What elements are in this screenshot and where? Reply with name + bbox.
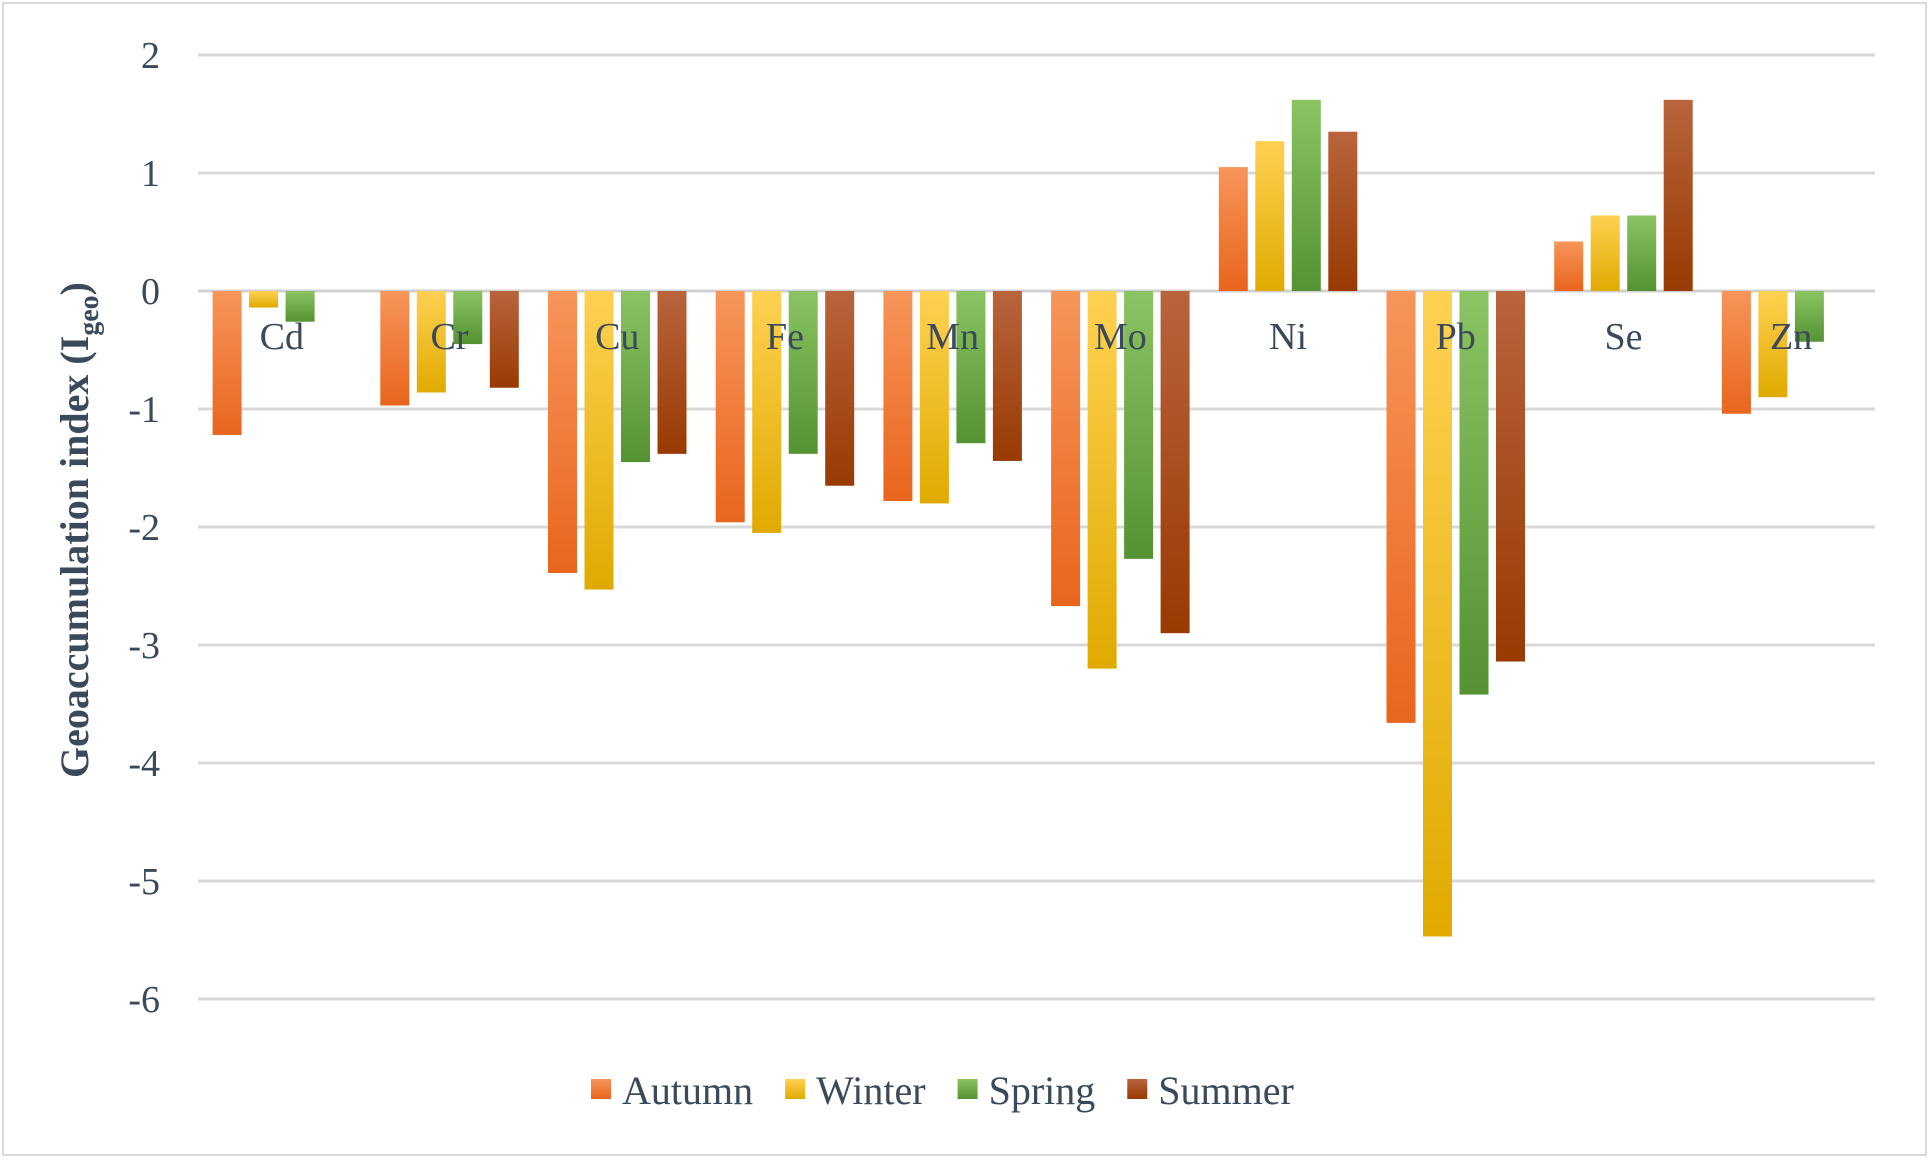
bar-autumn-cu <box>548 291 577 574</box>
bar-autumn-se <box>1554 241 1584 291</box>
category-label-pb: Pb <box>1436 316 1476 358</box>
bar-winter-cd <box>249 291 279 308</box>
category-label-cd: Cd <box>260 316 304 358</box>
bar-winter-se <box>1590 215 1620 291</box>
bar-winter-pb <box>1423 291 1452 937</box>
legend-item-autumn: Autumn <box>591 1068 753 1113</box>
y-tick-label: -1 <box>128 389 160 431</box>
legend-swatch-summer <box>1127 1079 1148 1099</box>
bar-summer-cr <box>489 291 519 388</box>
y-tick-label: -3 <box>128 625 160 667</box>
bar-spring-pb <box>1459 291 1489 695</box>
bar-spring-fe <box>788 291 818 454</box>
bar-summer-mn <box>992 291 1022 461</box>
y-tick-label: -6 <box>128 979 160 1021</box>
bar-autumn-mo <box>1051 291 1081 607</box>
bar-winter-mo <box>1087 291 1117 669</box>
legend-label-winter: Winter <box>816 1068 925 1113</box>
bar-summer-cu <box>657 291 687 454</box>
category-label-zn: Zn <box>1770 316 1812 358</box>
y-axis-title-subscript: geo <box>74 295 105 335</box>
category-label-mn: Mn <box>926 316 979 358</box>
legend-item-spring: Spring <box>957 1068 1096 1113</box>
category-label-fe: Fe <box>766 316 804 358</box>
bar-winter-zn <box>1758 291 1788 398</box>
bar-autumn-mn <box>883 291 913 502</box>
bar-spring-cr <box>453 291 483 345</box>
bar-summer-fe <box>825 291 855 486</box>
bar-spring-mn <box>956 291 986 444</box>
bar-spring-zn <box>1794 291 1824 342</box>
y-tick-label: -4 <box>128 743 160 785</box>
bar-spring-cd <box>285 291 315 322</box>
bar-winter-ni <box>1255 141 1285 291</box>
y-tick-label: 2 <box>141 35 160 77</box>
bar-winter-cr <box>416 291 446 393</box>
bar-summer-se <box>1663 99 1693 291</box>
legend-label-summer: Summer <box>1158 1068 1294 1113</box>
legend-swatch-autumn <box>591 1079 611 1099</box>
legend-item-winter: Winter <box>785 1068 926 1113</box>
category-label-mo: Mo <box>1094 316 1147 358</box>
bar-winter-mn <box>919 291 949 504</box>
bar-autumn-zn <box>1721 291 1751 414</box>
bar-winter-fe <box>752 291 782 533</box>
bar-autumn-cr <box>380 291 410 406</box>
bar-autumn-cd <box>212 291 242 435</box>
bar-autumn-pb <box>1386 291 1416 723</box>
y-tick-label: -2 <box>128 507 160 549</box>
gridlines <box>198 53 1875 1001</box>
y-tick-label: 1 <box>141 153 160 195</box>
y-axis-title: Geoaccumulation index (Igeo) <box>52 282 105 778</box>
bar-winter-cu <box>584 291 614 590</box>
category-labels: Cd Cr Cu Fe Mn Mo Ni Pb Se Zn <box>260 316 1813 358</box>
legend-label-autumn: Autumn <box>622 1068 753 1113</box>
category-label-cu: Cu <box>595 316 639 358</box>
category-label-cr: Cr <box>431 316 469 358</box>
category-label-ni: Ni <box>1269 316 1307 358</box>
bars <box>212 99 1824 937</box>
bar-autumn-fe <box>715 291 745 523</box>
bar-spring-se <box>1627 215 1657 291</box>
bar-spring-ni <box>1291 99 1321 291</box>
bar-spring-mo <box>1124 291 1154 559</box>
bar-summer-ni <box>1328 131 1358 291</box>
bar-spring-cu <box>621 291 650 463</box>
legend-item-summer: Summer <box>1127 1068 1294 1113</box>
bar-summer-mo <box>1160 291 1190 634</box>
bar-summer-pb <box>1496 291 1525 662</box>
y-axis-title-main: Geoaccumulation index (I <box>52 336 97 778</box>
bar-autumn-ni <box>1218 167 1248 291</box>
y-tick-label: -5 <box>128 861 160 903</box>
y-axis-title-close: ) <box>52 282 97 295</box>
legend-label-spring: Spring <box>989 1068 1096 1113</box>
legend-swatch-winter <box>785 1079 806 1099</box>
legend-swatch-spring <box>957 1079 978 1099</box>
y-axis-ticks: 2 1 0 -1 -2 -3 -4 -5 -6 <box>128 35 160 1021</box>
category-label-se: Se <box>1604 316 1642 358</box>
y-tick-label: 0 <box>141 271 160 313</box>
legend: Autumn Winter Spring Summer <box>591 1068 1294 1113</box>
